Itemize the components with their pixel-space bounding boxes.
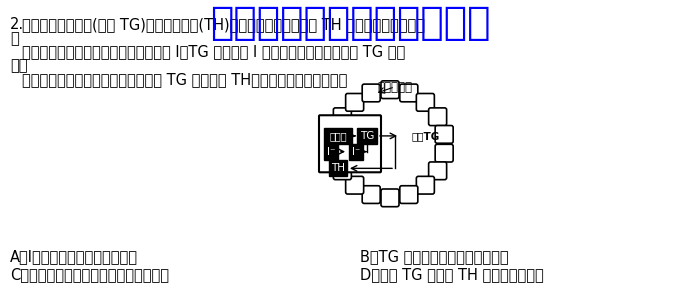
Text: I⁻: I⁻ bbox=[351, 147, 360, 157]
FancyBboxPatch shape bbox=[346, 94, 363, 111]
Text: 甲状腺细胞接受相关刺激后吸收碘化 TG 并转变为 TH。下列相关叙述错误的是: 甲状腺细胞接受相关刺激后吸收碘化 TG 并转变为 TH。下列相关叙述错误的是 bbox=[22, 72, 347, 87]
Text: TG: TG bbox=[360, 131, 374, 141]
FancyBboxPatch shape bbox=[362, 84, 380, 102]
FancyBboxPatch shape bbox=[324, 144, 338, 159]
FancyBboxPatch shape bbox=[324, 128, 352, 144]
FancyBboxPatch shape bbox=[416, 94, 435, 111]
FancyBboxPatch shape bbox=[400, 186, 418, 203]
FancyBboxPatch shape bbox=[333, 162, 351, 180]
FancyBboxPatch shape bbox=[428, 108, 447, 125]
Circle shape bbox=[350, 104, 430, 183]
FancyBboxPatch shape bbox=[400, 84, 418, 102]
Text: A．I从组织液进入空腔需要载体: A．I从组织液进入空腔需要载体 bbox=[10, 249, 138, 264]
FancyBboxPatch shape bbox=[319, 115, 381, 172]
FancyBboxPatch shape bbox=[362, 186, 380, 203]
FancyBboxPatch shape bbox=[381, 81, 399, 99]
Text: 甲状腺细胞: 甲状腺细胞 bbox=[377, 81, 412, 94]
Text: I⁻: I⁻ bbox=[327, 147, 335, 157]
FancyBboxPatch shape bbox=[357, 128, 377, 144]
FancyBboxPatch shape bbox=[333, 108, 351, 125]
Text: 碘化TG: 碘化TG bbox=[412, 131, 440, 141]
Text: TH: TH bbox=[331, 163, 345, 174]
FancyBboxPatch shape bbox=[327, 144, 345, 162]
Text: B．TG 进入空腔的方式是自由扩散: B．TG 进入空腔的方式是自由扩散 bbox=[360, 249, 509, 264]
Text: 存，: 存， bbox=[10, 58, 27, 73]
FancyBboxPatch shape bbox=[428, 162, 447, 180]
FancyBboxPatch shape bbox=[416, 176, 435, 194]
FancyBboxPatch shape bbox=[381, 189, 399, 207]
FancyBboxPatch shape bbox=[327, 125, 345, 143]
FancyBboxPatch shape bbox=[346, 176, 363, 194]
Text: 微信公众号关注：趣找答案: 微信公众号关注：趣找答案 bbox=[210, 4, 490, 42]
Text: 氨基酸: 氨基酸 bbox=[329, 131, 346, 141]
Text: 细: 细 bbox=[10, 31, 19, 46]
Text: 碘化甲状腺球蛋白(碘化 TG)是甲状腺激素(TH)的前体物质。如图表示 TH 的形成过程，甲状腺: 碘化甲状腺球蛋白(碘化 TG)是甲状腺激素(TH)的前体物质。如图表示 TH 的… bbox=[22, 17, 425, 32]
FancyBboxPatch shape bbox=[329, 160, 347, 176]
Text: 2.: 2. bbox=[10, 17, 24, 32]
FancyBboxPatch shape bbox=[435, 125, 453, 143]
Text: C．甲状腺细胞吸收氨基酸需要消耗能量: C．甲状腺细胞吸收氨基酸需要消耗能量 bbox=[10, 267, 169, 282]
FancyBboxPatch shape bbox=[435, 144, 453, 162]
FancyBboxPatch shape bbox=[349, 144, 363, 159]
Text: 胞从组织液中逆浓度梯度吸收氨基酸和 I，TG 合成后同 I 一起进入空腔中形成碘化 TG 并贮: 胞从组织液中逆浓度梯度吸收氨基酸和 I，TG 合成后同 I 一起进入空腔中形成碘… bbox=[22, 44, 405, 59]
Text: D．碘化 TG 转变成 TH 需经蛋白酶水解: D．碘化 TG 转变成 TH 需经蛋白酶水解 bbox=[360, 267, 544, 282]
